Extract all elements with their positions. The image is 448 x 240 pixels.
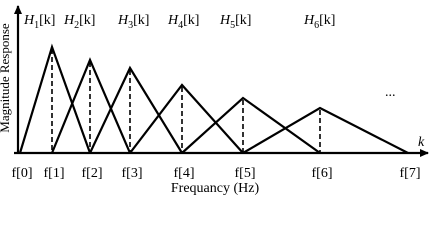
filter-symbol: H [219,13,231,28]
filter-arg: [k] [235,13,251,28]
filter-index: 5 [230,20,235,31]
filter-triangle [50,57,132,154]
filter-arg: [k] [79,13,95,28]
tick-label: f[1] [44,166,65,181]
filter-index: 1 [34,20,39,31]
y-axis-label: Magnitude Response [0,23,12,133]
filter-label: H5[k] [219,13,251,31]
tick-label: f[0] [12,166,33,181]
filter-triangle [18,43,92,154]
tick-label: f[3] [122,166,143,181]
filter-arg: [k] [133,13,149,28]
filter-arg: [k] [319,13,335,28]
tick-label: f[4] [174,166,195,181]
filter-label: H1[k] [23,13,55,31]
tick-label: f[5] [235,166,256,181]
filter-label: H3[k] [117,13,149,31]
filters [18,43,409,154]
filter-triangle [89,65,183,154]
filter-symbol: H [23,13,35,28]
filter-symbol: H [167,13,179,28]
filter-symbol: H [63,13,75,28]
tick-label: f[6] [312,166,333,181]
x-axis-symbol: k [418,135,425,150]
filter-index: 6 [314,20,319,31]
filter-label: H2[k] [63,13,95,31]
filter-triangle [181,96,321,154]
filter-index: 4 [178,20,183,31]
tick-label: f[7] [400,166,421,181]
filter-arg: [k] [39,13,55,28]
filter-symbol: H [117,13,129,28]
filter-index: 3 [128,20,133,31]
filter-bank-diagram: Magnitude Response Frequancy (Hz) k ... … [0,5,429,196]
filter-arg: [k] [183,13,199,28]
filter-label: H6[k] [303,13,335,31]
ellipsis: ... [385,85,396,100]
filter-label: H4[k] [167,13,199,31]
filter-triangle [242,106,409,154]
x-axis-label: Frequancy (Hz) [171,181,260,196]
tick-label: f[2] [82,166,103,181]
filter-index: 2 [74,20,79,31]
filter-symbol: H [303,13,315,28]
filter-triangle [129,83,244,154]
